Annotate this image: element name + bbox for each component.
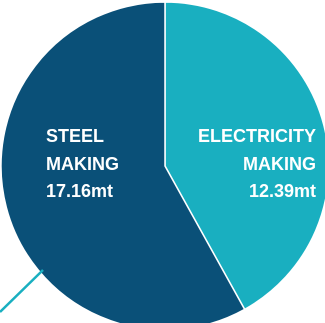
leader-line bbox=[0, 269, 44, 313]
steel-slice bbox=[0, 1, 246, 323]
steel-slice-label-line1: STEEL bbox=[46, 126, 104, 146]
electricity-slice-label-line1: ELECTRICITY bbox=[198, 126, 316, 146]
steel-slice-label-line2: MAKING bbox=[46, 154, 119, 174]
labels-layer: STEEL MAKING 17.16mt ELECTRICITY MAKING … bbox=[46, 126, 316, 201]
electricity-slice-label-line2: MAKING bbox=[243, 154, 316, 174]
electricity-slice bbox=[164, 1, 325, 311]
steel-slice-value: 17.16mt bbox=[46, 181, 113, 201]
electricity-slice-value: 12.39mt bbox=[249, 181, 316, 201]
